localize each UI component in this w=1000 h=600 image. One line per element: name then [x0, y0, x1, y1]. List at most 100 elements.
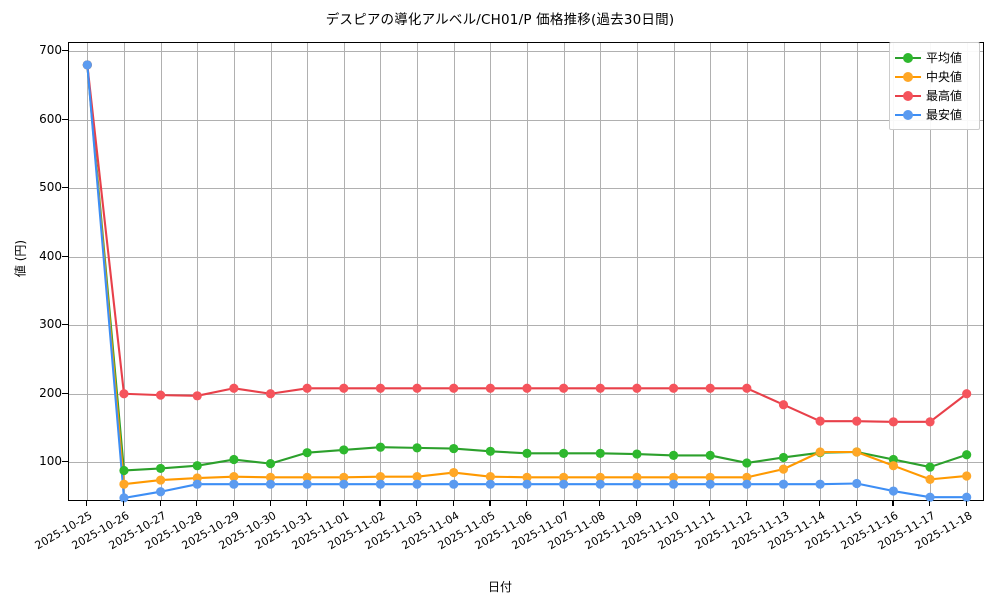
x-axis-tick-mark: [416, 501, 418, 506]
y-axis-tick-mark: [62, 324, 68, 326]
series-line: [86, 63, 968, 423]
series-data-point: [485, 446, 495, 456]
series-data-point: [852, 416, 862, 426]
gridline-vertical: [453, 43, 455, 500]
series-data-point: [302, 448, 312, 458]
series-data-point: [375, 383, 386, 393]
gridline-horizontal: [69, 393, 983, 395]
gridline-vertical: [710, 43, 712, 500]
series-data-point: [888, 417, 899, 427]
series-data-point: [485, 472, 495, 482]
y-axis-tick-label: 200: [39, 385, 62, 400]
series-data-point: [705, 479, 715, 489]
series-data-point: [925, 474, 935, 484]
x-axis-tick-mark: [159, 501, 161, 506]
series-data-point: [522, 472, 532, 482]
series-data-point: [632, 472, 642, 482]
x-axis-tick-mark: [672, 501, 674, 506]
y-axis-tick-label: 100: [39, 454, 62, 469]
series-data-point: [595, 479, 605, 489]
series-data-point: [229, 479, 239, 489]
x-axis-tick-mark: [782, 501, 784, 506]
y-axis-tick-mark: [62, 461, 68, 463]
gridline-vertical: [820, 43, 822, 500]
series-data-point: [815, 416, 825, 426]
series-data-point: [82, 60, 92, 70]
series-data-point: [265, 459, 276, 469]
series-data-point: [522, 479, 532, 489]
gridline-vertical: [343, 43, 345, 500]
gridline-horizontal: [69, 256, 983, 258]
series-data-point: [192, 391, 202, 401]
series-data-point: [852, 447, 862, 457]
series-data-point: [375, 479, 386, 489]
x-axis-tick-mark: [232, 501, 235, 506]
x-axis-tick-mark: [562, 501, 564, 506]
x-axis-tick-mark: [123, 501, 125, 506]
series-data-point: [229, 383, 239, 393]
y-axis-tick-mark: [62, 118, 68, 120]
x-axis-tick-mark: [342, 501, 344, 506]
gridline-horizontal: [69, 119, 983, 121]
series-data-point: [925, 417, 935, 427]
gridline-vertical: [930, 43, 931, 500]
legend-item[interactable]: 平均値: [895, 48, 973, 67]
x-axis-tick-mark: [929, 501, 931, 506]
series-data-point: [815, 479, 825, 489]
gridline-vertical: [87, 43, 89, 500]
series-data-point: [265, 472, 276, 482]
series-data-point: [888, 486, 899, 496]
gridline-vertical: [417, 43, 419, 500]
gridline-vertical: [490, 43, 492, 500]
series-data-point: [778, 452, 789, 463]
series-data-point: [119, 389, 129, 399]
series-data-point: [632, 479, 642, 489]
series-data-point: [156, 475, 166, 485]
series-data-point: [412, 479, 422, 489]
series-data-point: [778, 479, 789, 489]
legend-item[interactable]: 中央値: [895, 67, 973, 86]
series-data-point: [962, 492, 972, 502]
series-data-point: [485, 479, 495, 489]
legend-item-label: 平均値: [926, 51, 963, 65]
series-data-point: [229, 454, 239, 465]
x-axis-tick-mark: [86, 501, 88, 506]
gridline-horizontal: [69, 51, 983, 53]
series-data-point: [705, 383, 715, 393]
legend-item[interactable]: 最高値: [895, 86, 973, 105]
series-data-point: [742, 383, 752, 393]
series-line: [86, 63, 968, 499]
x-axis-tick-mark: [269, 501, 271, 506]
series-data-point: [192, 479, 202, 489]
x-axis-tick-mark: [892, 501, 894, 506]
series-data-point: [339, 472, 349, 482]
y-axis-tick-mark: [62, 50, 68, 52]
legend-swatch-icon: [895, 90, 921, 102]
series-layer: [82, 60, 972, 503]
gridline-vertical: [673, 43, 675, 500]
series-data-point: [595, 448, 605, 458]
series-data-point: [815, 447, 825, 457]
legend-item[interactable]: 最安値: [895, 105, 973, 124]
gridline-vertical: [966, 43, 968, 500]
gridline-vertical: [124, 43, 125, 500]
series-data-point: [925, 492, 935, 502]
x-axis-tick-mark: [196, 501, 198, 506]
series-data-point: [339, 479, 349, 489]
y-axis-tick-label: 400: [39, 248, 62, 263]
series-data-point: [375, 472, 386, 482]
gridline-vertical: [233, 43, 235, 500]
series-data-point: [192, 461, 202, 471]
gridline-vertical: [160, 43, 162, 500]
series-data-point: [632, 449, 642, 459]
series-data-point: [449, 383, 459, 393]
series-data-point: [119, 465, 129, 476]
series-data-point: [742, 472, 752, 482]
series-data-point: [668, 479, 679, 489]
legend-swatch-icon: [895, 109, 921, 121]
series-data-point: [962, 471, 972, 481]
series-data-point: [559, 448, 569, 458]
x-axis-tick-mark: [635, 501, 638, 506]
y-axis-tick-label: 600: [39, 111, 62, 126]
